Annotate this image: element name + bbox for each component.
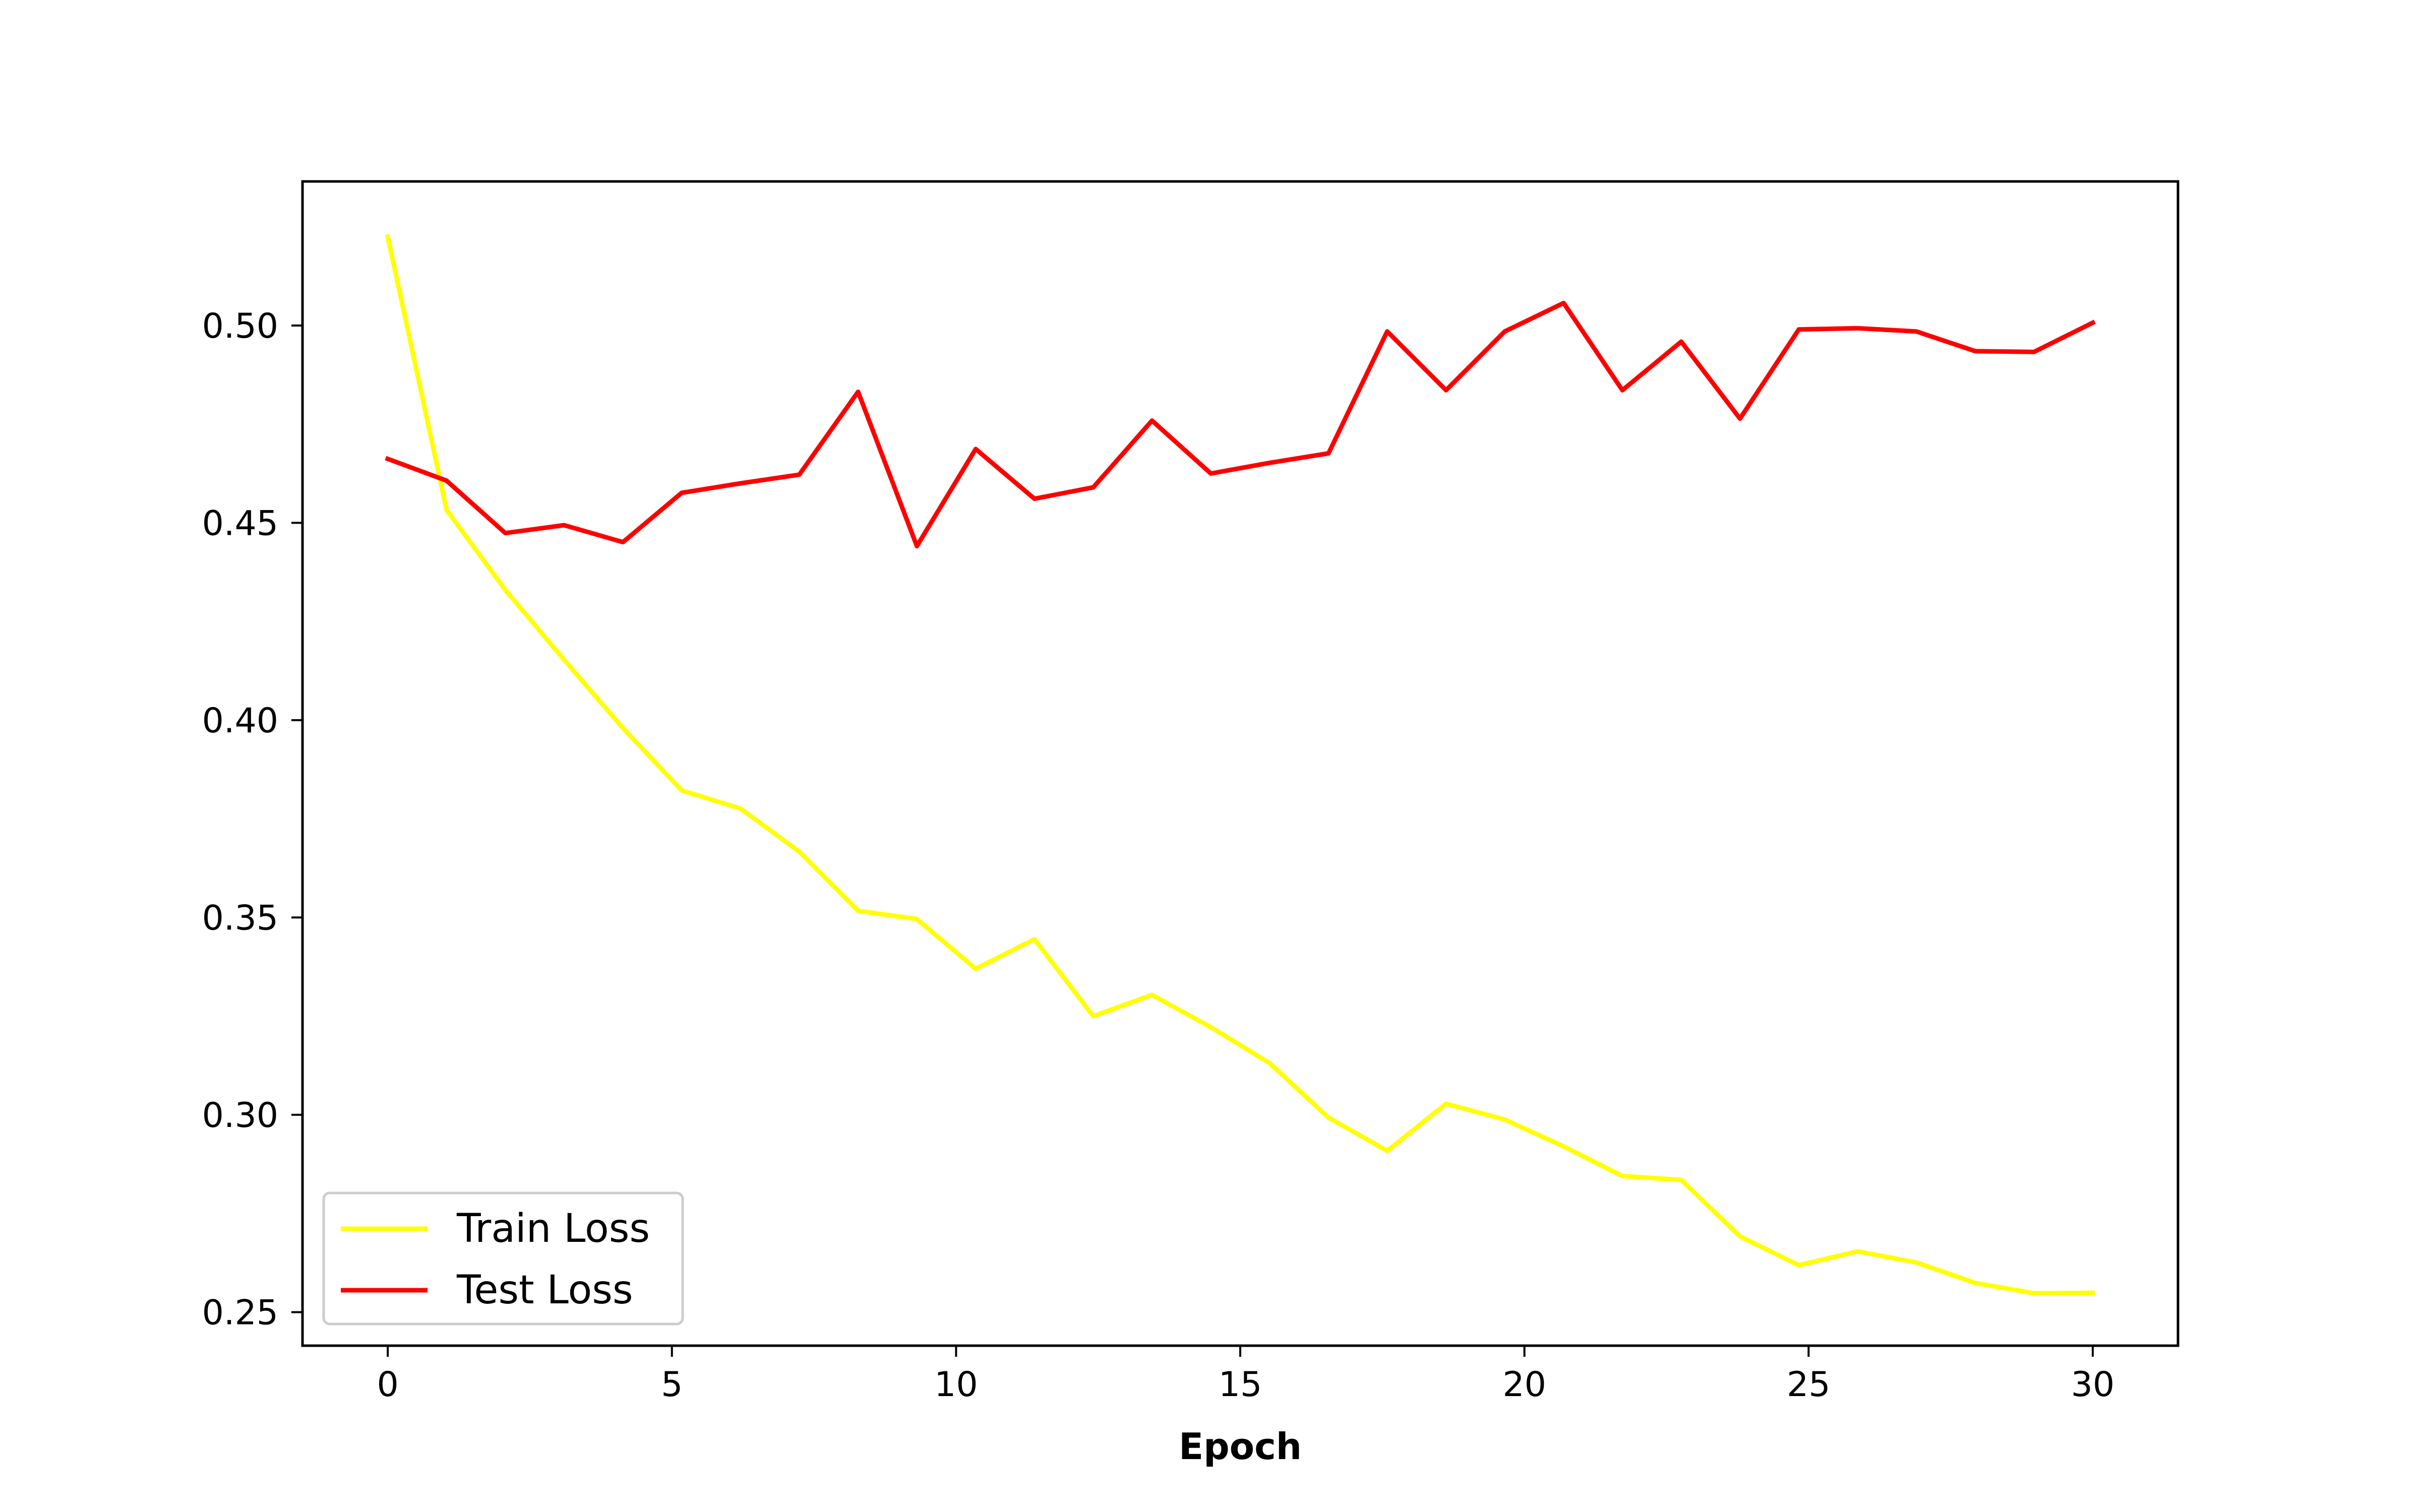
y-axis: 0.25 0.30 0.35 0.40 0.45 0.50: [202, 306, 302, 1333]
x-tick-label: 10: [934, 1365, 978, 1405]
plot-area: [302, 181, 2178, 1346]
x-tick-label: 20: [1502, 1365, 1546, 1405]
series-layer: [385, 234, 2096, 1296]
legend: Train Loss Test Loss: [322, 1191, 684, 1326]
x-axis: 0 5 10 15 20 25 30: [377, 1346, 2114, 1405]
y-tick-label: 0.30: [202, 1096, 278, 1136]
x-tick-label: 25: [1787, 1365, 1831, 1405]
x-tick-label: 15: [1219, 1365, 1262, 1405]
y-tick-label: 0.40: [202, 701, 278, 741]
x-tick-label: 5: [661, 1365, 683, 1405]
x-tick-label: 0: [377, 1365, 398, 1405]
legend-label-train-loss: Train Loss: [456, 1206, 650, 1251]
y-tick-label: 0.25: [202, 1293, 278, 1333]
series-line-train-loss: [385, 234, 2095, 1296]
legend-label-test-loss: Test Loss: [456, 1268, 633, 1313]
x-tick-label: 30: [2071, 1365, 2115, 1405]
y-tick-label: 0.50: [202, 306, 278, 346]
series-line-test-loss: [385, 300, 2096, 548]
x-axis-title: Epoch: [1179, 1425, 1302, 1468]
y-tick-label: 0.35: [202, 898, 278, 938]
y-tick-label: 0.45: [202, 503, 278, 543]
